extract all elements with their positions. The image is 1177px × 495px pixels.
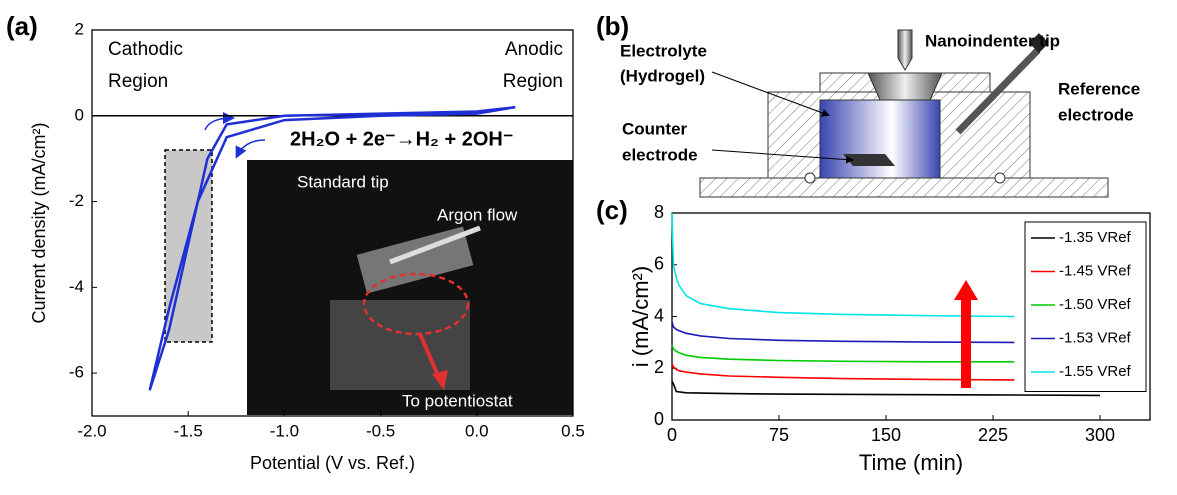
x-tick-label: -0.5	[366, 421, 395, 440]
y-tick-label: -2	[69, 191, 84, 210]
photo-base	[330, 300, 470, 390]
panel-a: Standard tip Argon flow To potentiostat	[91, 29, 574, 417]
y-tick-label: 0	[75, 105, 84, 124]
diagram-label: Nanoindenter tip	[925, 31, 1060, 50]
diagram-label: Electrolyte	[620, 41, 707, 60]
reference-cap	[1029, 33, 1049, 53]
x-tick-label: -1.0	[270, 421, 299, 440]
legend-box	[1024, 221, 1147, 392]
y-tick-label: 0	[654, 409, 664, 429]
x-axis-label: Time (min)	[859, 450, 963, 475]
x-tick-label: 225	[978, 425, 1008, 445]
indenter-cone	[867, 72, 943, 101]
panel-label: (c)	[596, 195, 628, 225]
diagram-label: electrode	[1058, 105, 1134, 124]
x-tick-label: 0.0	[465, 421, 489, 440]
pointer	[711, 149, 854, 164]
x-tick-label: 0	[667, 425, 677, 445]
y-tick-label: 2	[75, 19, 84, 38]
reference-electrode	[955, 47, 1041, 135]
legend-label: -1.50 VRef	[1059, 296, 1132, 313]
photo-label: Standard tip	[297, 172, 389, 191]
data-line	[671, 362, 1015, 381]
annotation: Region	[108, 71, 168, 92]
trend-arrow-head	[954, 280, 978, 300]
photo-label: Argon flow	[437, 205, 518, 224]
base-plate	[699, 177, 1109, 198]
diagram-label: Reference	[1058, 79, 1140, 98]
pointer	[711, 71, 830, 117]
x-tick-label: 0.5	[561, 421, 585, 440]
legend-label: -1.35 VRef	[1059, 229, 1132, 246]
x-tick-label: 75	[769, 425, 789, 445]
y-tick-label: 8	[654, 202, 664, 222]
x-tick-label: -2.0	[77, 421, 106, 440]
data-line	[671, 212, 1015, 318]
y-tick-label: -4	[69, 277, 84, 296]
panel-label: (b)	[596, 11, 629, 41]
legend-label: -1.53 VRef	[1059, 329, 1132, 346]
y-tick-label: 4	[654, 305, 664, 325]
y-axis-label: i (mA/cm²)	[628, 266, 653, 367]
annotation: Cathodic	[108, 39, 183, 60]
y-tick-label: -6	[69, 363, 84, 382]
data-line	[671, 380, 1101, 397]
photo-arrowhead	[432, 370, 448, 390]
panel-label: (a)	[6, 11, 38, 41]
diagram-label: Counter	[622, 119, 688, 138]
y-tick-label: 2	[654, 357, 664, 377]
x-axis-label: Potential (V vs. Ref.)	[250, 453, 415, 473]
annotation: Anodic	[505, 39, 563, 60]
o-ring	[804, 172, 816, 184]
y-axis-label: Current density (mA/cm²)	[29, 122, 49, 323]
data-line	[148, 105, 516, 391]
x-tick-label: -1.5	[174, 421, 203, 440]
photo-arrow	[418, 333, 442, 381]
legend-label: -1.45 VRef	[1059, 262, 1132, 279]
electrolyte	[819, 99, 941, 179]
indenter-tip	[897, 29, 913, 71]
diagram-label: (Hydrogel)	[620, 66, 705, 85]
reaction: 2H₂O + 2e⁻→H₂ + 2OH⁻	[290, 128, 513, 150]
o-ring	[994, 172, 1006, 184]
scan-arrow	[204, 112, 235, 131]
argon-pipe	[389, 225, 481, 265]
trend-arrow-shaft	[961, 298, 971, 388]
data-line	[671, 321, 1015, 344]
highlight-ellipse	[362, 272, 470, 336]
x-tick-label: 150	[871, 425, 901, 445]
annotation: Region	[503, 71, 563, 92]
legend-label: -1.55 VRef	[1059, 363, 1132, 380]
plot-frame	[91, 29, 574, 417]
diagram-label: electrode	[622, 145, 698, 164]
data-line	[671, 344, 1015, 363]
photo-label: To potentiostat	[402, 391, 513, 410]
scan-arrow	[235, 139, 266, 159]
panel-b: Electrolyte (Hydrogel) Nanoindenter tip …	[620, 29, 1140, 198]
y-tick-label: 6	[654, 254, 664, 274]
counter-plate	[843, 154, 895, 166]
x-tick-label: 300	[1085, 425, 1115, 445]
